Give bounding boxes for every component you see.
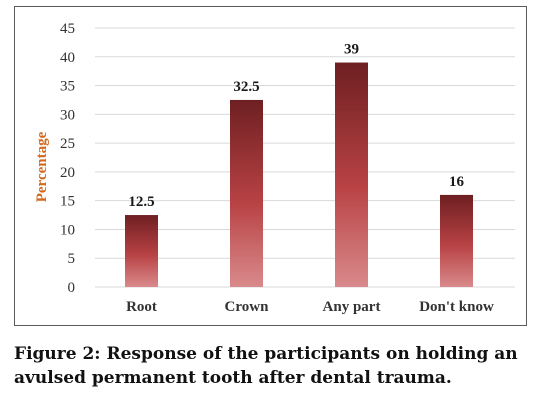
y-tick-label: 45: [60, 21, 75, 37]
y-tick-label: 25: [60, 136, 75, 152]
y-tick-label: 10: [60, 222, 75, 238]
y-tick-label: 5: [68, 251, 76, 267]
bar-don-t-know: [440, 194, 473, 287]
x-axis-categories: Root Crown Any part Don't know: [126, 299, 494, 315]
figure-caption: Figure 2: Response of the participants o…: [14, 344, 518, 388]
gridlines: [95, 27, 515, 288]
bar-crown: [230, 99, 263, 287]
data-label: 16: [449, 174, 465, 190]
data-labels: 12.5 32.5 39 16: [128, 42, 464, 211]
y-tick-label: 0: [68, 280, 76, 296]
y-tick-label: 30: [60, 107, 75, 123]
category-label: Root: [126, 299, 157, 315]
bar-any-part: [335, 62, 368, 288]
y-tick-label: 40: [60, 50, 75, 66]
bar-root: [125, 215, 158, 287]
bars: [125, 62, 473, 288]
data-label: 12.5: [128, 194, 154, 210]
data-label: 39: [344, 42, 359, 58]
y-tick-label: 20: [60, 165, 75, 181]
category-label: Don't know: [419, 299, 494, 315]
y-tick-label: 35: [60, 79, 75, 95]
y-axis-label: Percentage: [34, 131, 50, 202]
category-label: Any part: [323, 299, 381, 315]
data-label: 32.5: [233, 79, 259, 95]
bar-chart: 0 5 10 15 20 25 30 35 40 45 12.5 32.5 39 16 Root Crow…: [34, 21, 515, 315]
y-axis-ticks: 0 5 10 15 20 25 30 35 40 45: [60, 21, 75, 296]
chart-frame: 0 5 10 15 20 25 30 35 40 45 12.5 32.5 39 16 Root Crow…: [14, 6, 527, 326]
category-label: Crown: [225, 299, 270, 315]
y-tick-label: 15: [60, 194, 75, 210]
